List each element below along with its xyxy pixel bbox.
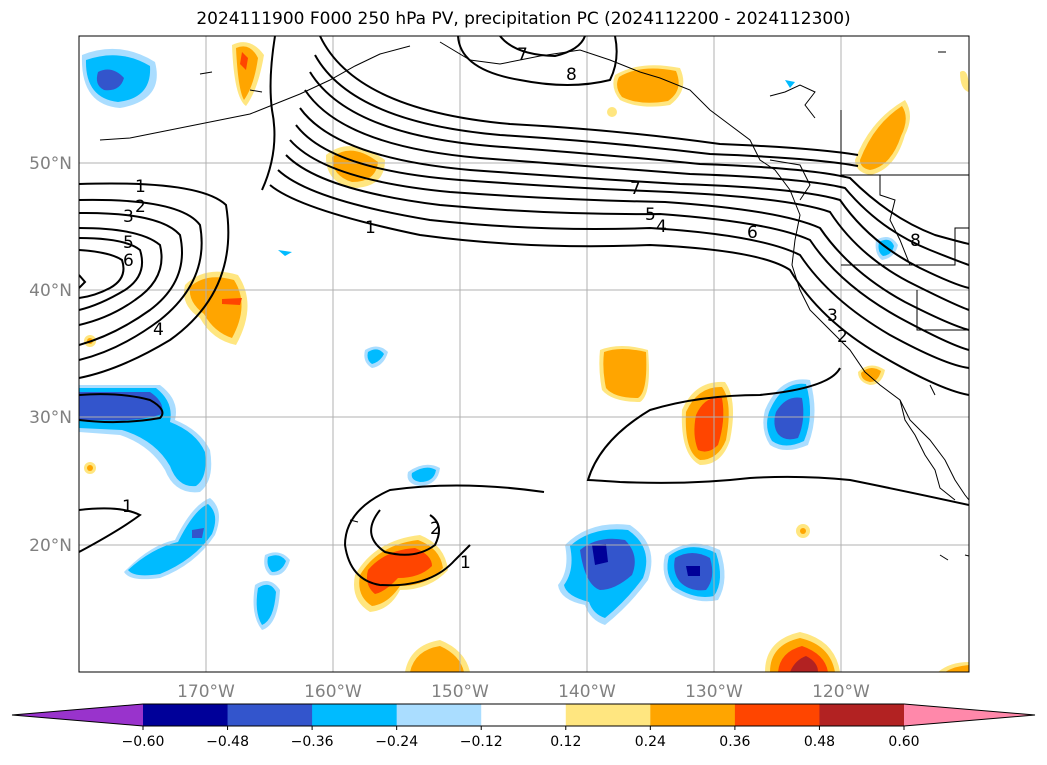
shade-negative (686, 566, 700, 576)
contour-label: 2 (430, 519, 441, 539)
contour-label: 7 (630, 179, 641, 199)
contour-label: 5 (645, 205, 656, 225)
lon-label-170w: 170°W (177, 682, 235, 702)
shade-positive (790, 656, 818, 672)
shade-negative (785, 80, 795, 88)
shade-positive (222, 298, 242, 305)
contour-label: 6 (747, 223, 758, 243)
contour-label: 1 (122, 497, 133, 517)
colorbar-tick-label: −0.24 (375, 734, 418, 750)
contour-label: 1 (460, 553, 471, 573)
colorbar-swatch (819, 704, 905, 726)
lat-label-50n: 50°N (29, 154, 72, 174)
gridlines (79, 36, 969, 672)
colorbar-tick-label: −0.48 (206, 734, 249, 750)
pv-contours (79, 36, 969, 587)
colorbar-swatch (396, 704, 482, 726)
lon-label-150w: 150°W (431, 682, 489, 702)
shade-negative (79, 392, 163, 421)
contour-label: 4 (656, 217, 667, 237)
shade-positive (603, 349, 647, 398)
colorbar-swatch (227, 704, 313, 726)
shade-positive (240, 52, 248, 70)
contour-label: 7 (517, 45, 528, 65)
colorbar-tick-label: 0.12 (550, 734, 581, 750)
colorbar-tick-label: 0.24 (635, 734, 666, 750)
longitude-labels: 170°W 160°W 150°W 140°W 130°W 120°W (177, 682, 870, 702)
shade-positive (366, 548, 432, 594)
colorbar-swatch (650, 704, 736, 726)
contour-label: 3 (123, 207, 134, 227)
contour-label: 6 (123, 251, 134, 271)
contour-label: 5 (123, 233, 134, 253)
precipitation-shading (79, 42, 969, 672)
colorbar-swatch (565, 704, 651, 726)
colorbar-tick-label: 0.48 (804, 734, 835, 750)
lat-label-40n: 40°N (29, 281, 72, 301)
lon-label-130w: 130°W (685, 682, 743, 702)
lon-label-160w: 160°W (304, 682, 362, 702)
shade-positive (87, 465, 93, 471)
map-area: 1 2 3 5 6 4 7 8 1 5 4 6 3 2 8 1 2 1 7 (79, 36, 969, 672)
shade-positive (960, 70, 969, 92)
shade-negative (367, 349, 384, 364)
colorbar-extend-low (12, 704, 143, 726)
shade-negative (411, 467, 436, 482)
lon-label-140w: 140°W (558, 682, 616, 702)
shade-positive (607, 107, 617, 117)
contour-label: 1 (365, 218, 376, 238)
contour-label: 2 (135, 197, 146, 217)
lat-label-30n: 30°N (29, 408, 72, 428)
map-title: 2024111900 F000 250 hPa PV, precipitatio… (196, 9, 851, 29)
shade-positive (694, 397, 724, 452)
contour-label: 8 (910, 231, 921, 251)
colorbar: −0.60 −0.48 −0.36 −0.24 −0.12 0.12 0.24 0.36 0.4… (11, 703, 1036, 750)
shade-positive (189, 277, 242, 338)
colorbar-tick-label: −0.60 (122, 734, 165, 750)
shade-positive (860, 106, 906, 170)
shade-negative (128, 504, 216, 576)
shade-negative (774, 397, 804, 440)
shade-negative (256, 584, 276, 625)
shade-negative (192, 528, 204, 538)
shade-positive (800, 528, 806, 534)
colorbar-swatch (481, 704, 567, 726)
shade-negative (96, 69, 124, 91)
shade-positive (861, 367, 881, 382)
contour-label: 8 (566, 65, 577, 85)
colorbar-swatch (312, 704, 398, 726)
lat-label-20n: 20°N (29, 536, 72, 556)
coastlines (99, 41, 969, 561)
contour-label: 3 (827, 306, 838, 326)
shade-negative (278, 250, 292, 256)
shade-negative (267, 555, 286, 572)
colorbar-tick-label: −0.12 (460, 734, 503, 750)
contour-label: 2 (837, 327, 848, 347)
colorbar-tick-label: −0.36 (291, 734, 334, 750)
colorbar-swatch (734, 704, 820, 726)
shade-positive (410, 646, 464, 672)
colorbar-tick-label: 0.36 (719, 734, 750, 750)
contour-labels: 1 2 3 5 6 4 7 8 1 5 4 6 3 2 8 1 2 1 7 (122, 45, 921, 573)
shade-positive (945, 665, 969, 672)
latitude-labels: 50°N 40°N 30°N 20°N (29, 154, 72, 556)
shade-positive (617, 68, 679, 103)
lon-label-120w: 120°W (812, 682, 870, 702)
shade-negative (592, 544, 608, 565)
map-frame (78, 35, 970, 673)
colorbar-swatch (143, 704, 229, 726)
contour-label: 1 (135, 177, 146, 197)
colorbar-tick-label: 0.60 (888, 734, 919, 750)
colorbar-extend-high (904, 704, 1035, 726)
contour-label: 4 (153, 320, 164, 340)
